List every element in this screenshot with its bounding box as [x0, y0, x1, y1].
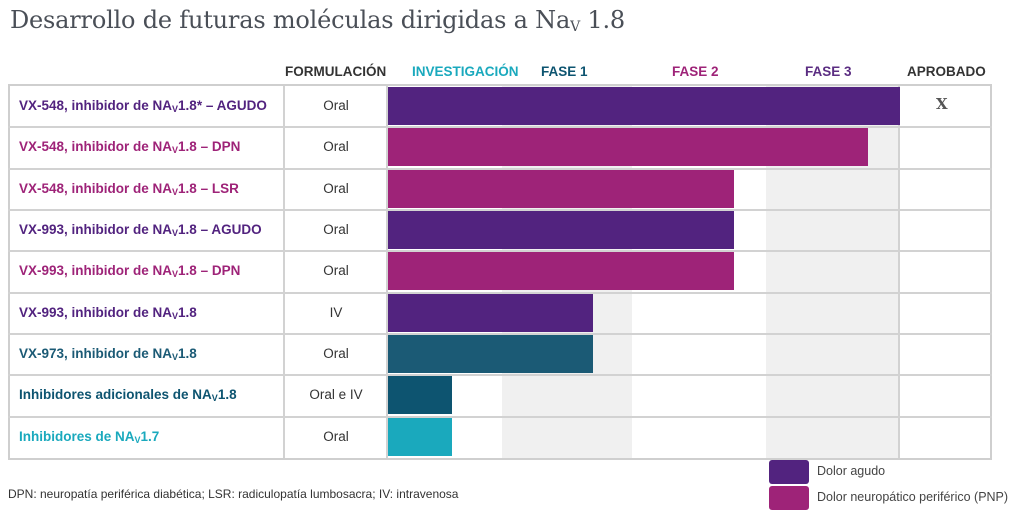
column-header-formulation: FORMULACIÓN	[285, 64, 387, 79]
column-divider	[283, 86, 285, 458]
row-formulation: Oral	[323, 98, 349, 113]
row-label: VX-993, inhibidor de NAV1.8	[19, 304, 197, 321]
progress-bar	[388, 87, 900, 125]
row-formulation: Oral	[323, 221, 349, 237]
progress-bar	[388, 128, 868, 167]
progress-bar	[388, 417, 452, 456]
page-title: Desarrollo de futuras moléculas dirigida…	[10, 6, 625, 35]
legend-swatch	[769, 486, 809, 510]
column-header-stage: APROBADO	[907, 64, 986, 79]
row-label: Inhibidores de NAV1.7	[19, 428, 160, 445]
row-formulation: Oral e IV	[309, 387, 363, 403]
progress-bar	[388, 252, 734, 291]
row-divider	[8, 126, 992, 129]
row-formulation: IV	[329, 304, 343, 320]
row-formulation: Oral	[323, 180, 349, 196]
progress-bar	[388, 169, 734, 208]
row-label: VX-548, inhibidor de NAV1.8 – DPN	[19, 139, 241, 156]
row-label: VX-993, inhibidor de NAV1.8 – DPN	[19, 263, 241, 280]
row-divider	[8, 167, 992, 170]
row-divider	[8, 250, 992, 253]
legend-label: Dolor agudo	[817, 464, 886, 478]
footnote: DPN: neuropatía periférica diabética; LS…	[8, 487, 459, 501]
progress-bar	[388, 210, 734, 249]
row-label: VX-548, inhibidor de NAV1.8* – AGUDO	[19, 98, 267, 114]
progress-bar	[388, 334, 593, 373]
progress-bar	[388, 376, 452, 415]
row-formulation: Oral	[323, 139, 349, 155]
row-formulation: Oral	[323, 345, 349, 361]
row-divider	[8, 332, 992, 335]
row-divider	[8, 291, 992, 294]
column-header-stage: FASE 1	[541, 64, 588, 79]
row-formulation: Oral	[323, 263, 349, 279]
row-divider	[8, 374, 992, 377]
pipeline-table	[8, 84, 992, 460]
column-divider	[898, 86, 900, 458]
row-label: Inhibidores adicionales de NAV1.8	[19, 387, 237, 404]
legend-label: Dolor neuropático periférico (PNP)	[817, 490, 1009, 504]
row-label: VX-993, inhibidor de NAV1.8 – AGUDO	[19, 221, 262, 238]
progress-bar	[388, 293, 593, 332]
row-divider	[8, 208, 992, 211]
row-divider	[8, 415, 992, 418]
row-label: VX-973, inhibidor de NAV1.8	[19, 345, 197, 362]
row-label: VX-548, inhibidor de NAV1.8 – LSR	[19, 180, 239, 197]
approved-mark: X	[936, 95, 948, 113]
column-divider	[386, 86, 388, 458]
legend-swatch	[769, 460, 809, 484]
row-formulation: Oral	[323, 428, 349, 444]
column-header-stage: INVESTIGACIÓN	[412, 64, 519, 79]
column-header-stage: FASE 2	[672, 64, 719, 79]
column-header-stage: FASE 3	[805, 64, 852, 79]
